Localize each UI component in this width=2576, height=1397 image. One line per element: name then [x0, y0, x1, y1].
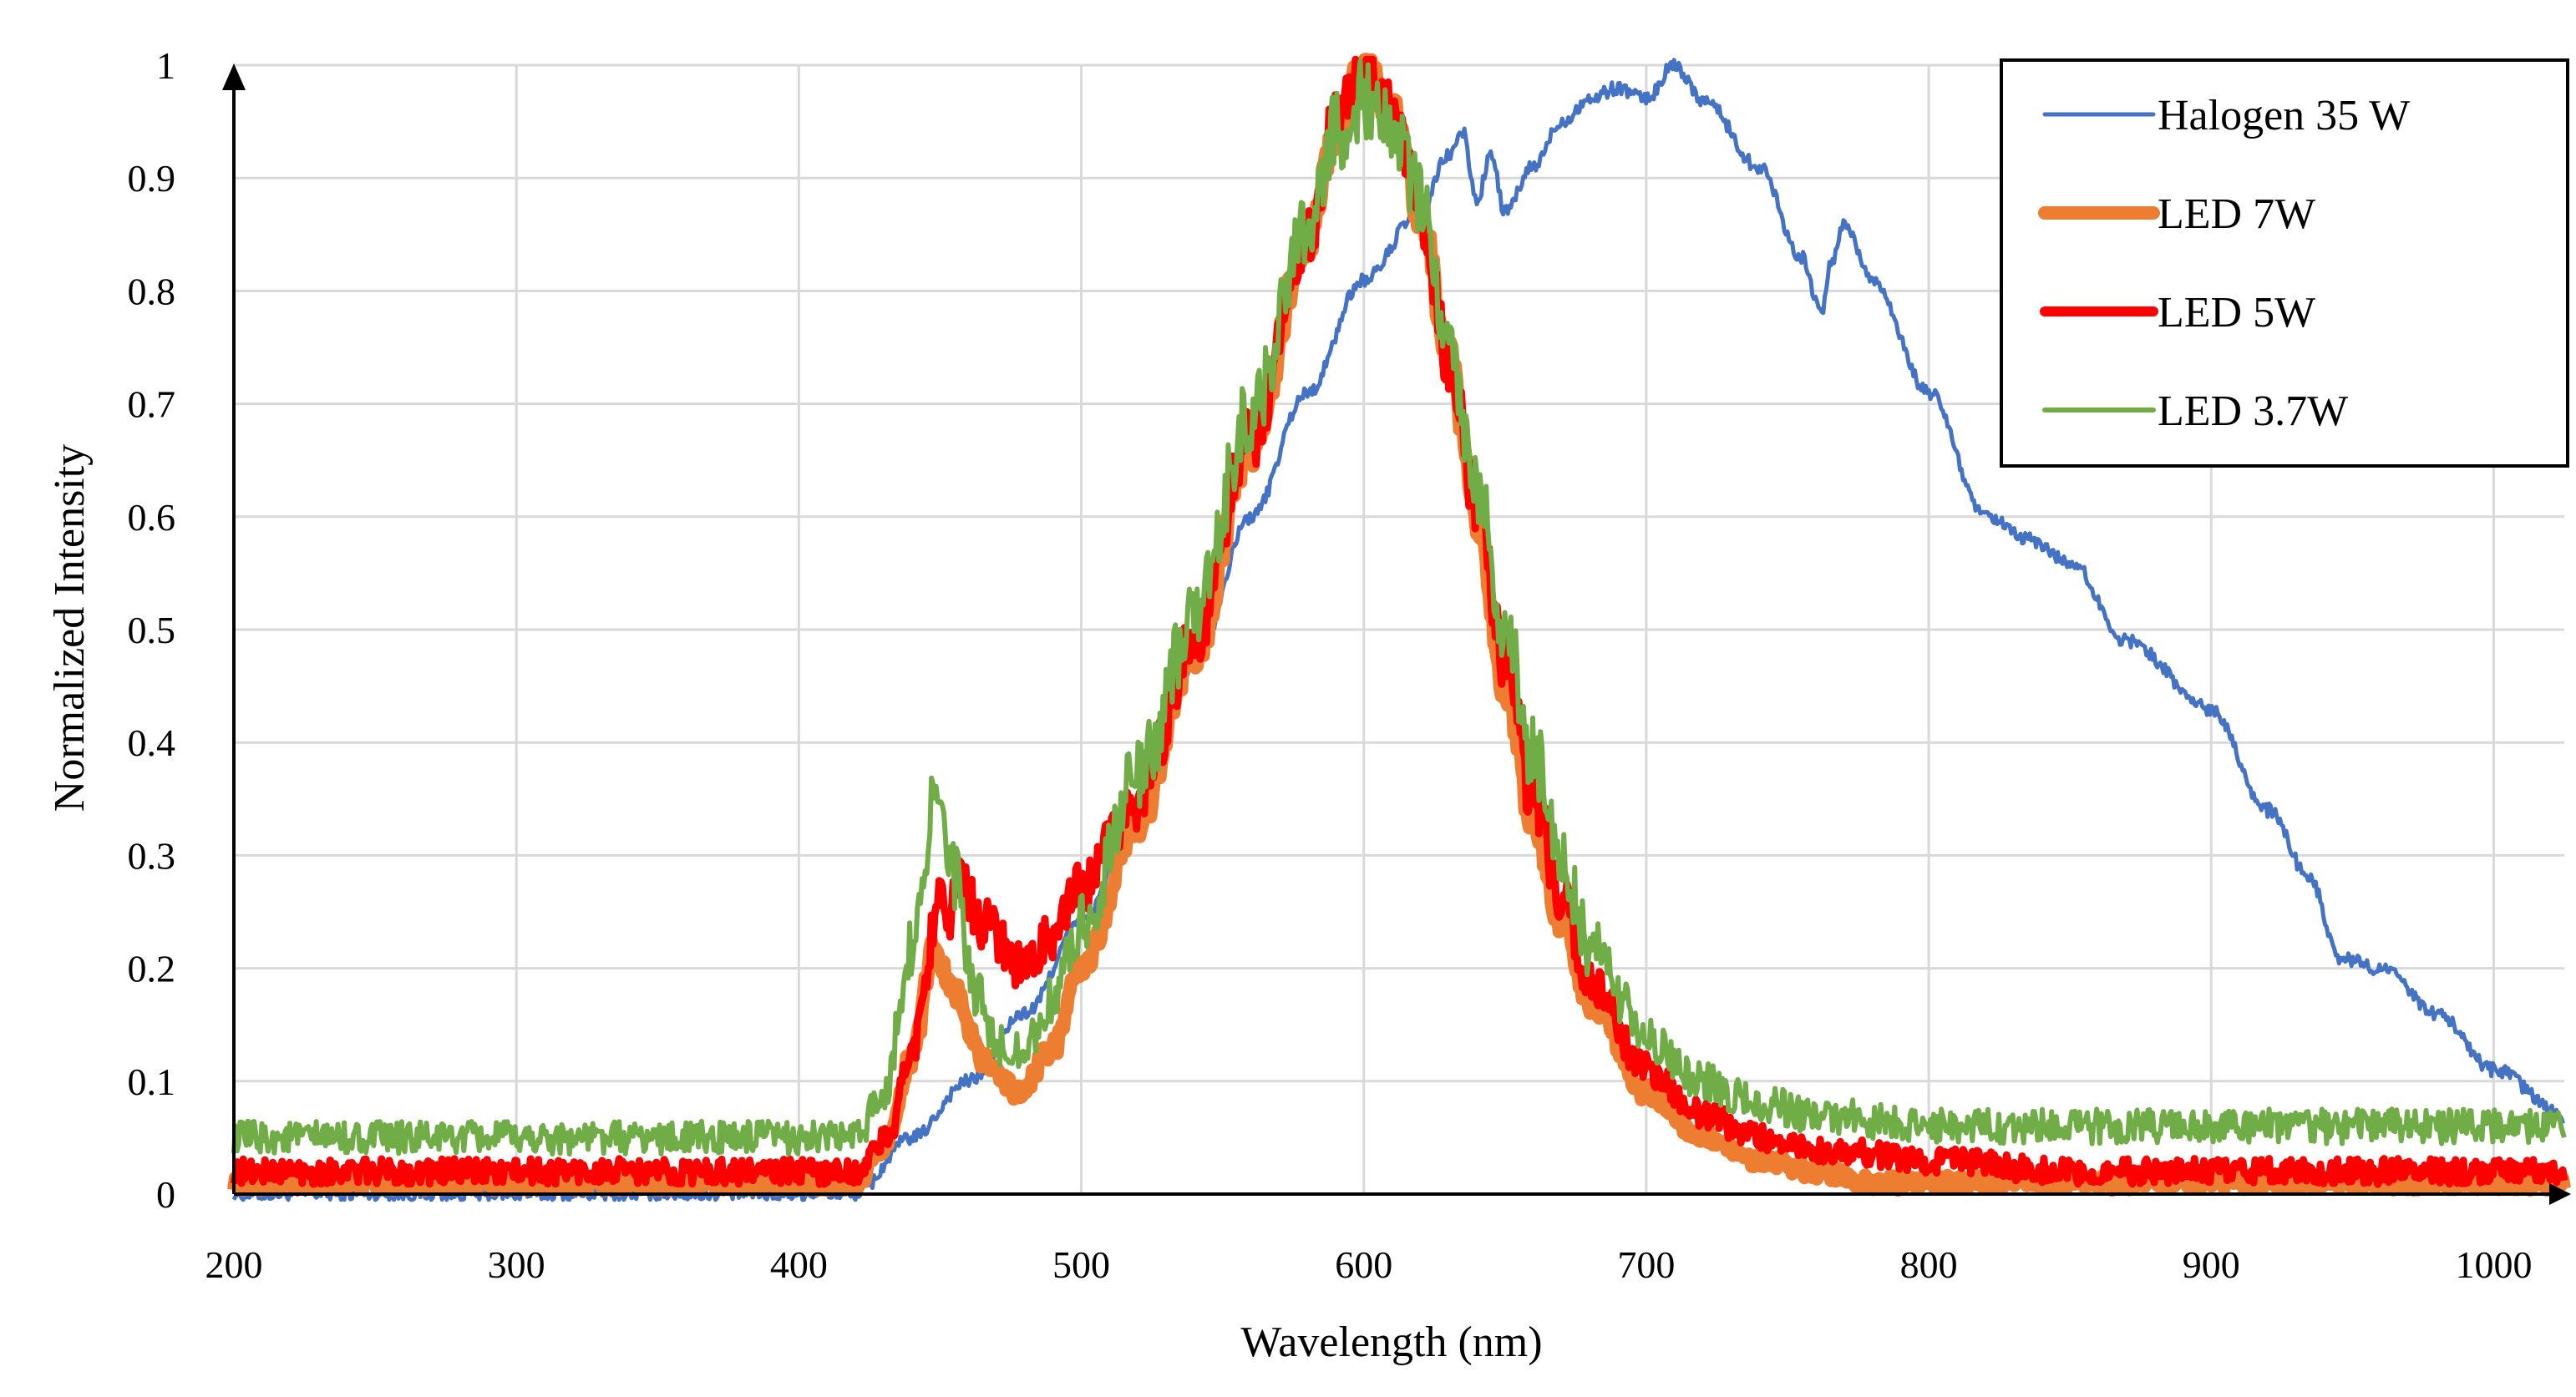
y-tick-label: 0.1	[128, 1060, 176, 1103]
legend-label: LED 3.7W	[2158, 387, 2348, 435]
y-tick-label: 0.4	[128, 721, 176, 764]
x-tick-label: 500	[1052, 1243, 1110, 1286]
y-tick-label: 1	[156, 44, 175, 87]
x-tick-label: 800	[1900, 1243, 1958, 1286]
x-tick-label: 600	[1335, 1243, 1392, 1286]
x-tick-label: 400	[770, 1243, 828, 1286]
x-tick-label: 900	[2183, 1243, 2240, 1286]
y-tick-label: 0.7	[128, 383, 176, 426]
y-axis-arrow	[222, 63, 246, 90]
axes	[222, 63, 2571, 1205]
x-axis-arrow	[2549, 1183, 2571, 1205]
y-tick-labels: 0 0.1 0.2 0.3 0.4 0.5 0.6 0.7 0.8 0.9 1	[128, 44, 176, 1216]
y-axis-title: Normalized Intensity	[46, 444, 94, 812]
y-tick-label: 0.5	[128, 609, 176, 651]
x-tick-label: 700	[1617, 1243, 1675, 1286]
x-axis-title: Wavelength (nm)	[1240, 1319, 1542, 1366]
legend-label: Halogen 35 W	[2158, 92, 2410, 139]
series-line-led-3-7w	[231, 58, 2567, 1157]
legend-box	[2000, 58, 2569, 468]
y-tick-label: 0.9	[128, 157, 176, 200]
x-tick-label: 300	[488, 1243, 545, 1286]
y-tick-label: 0.3	[128, 834, 176, 877]
legend: Halogen 35 W LED 7W LED 5W LED 3.7W	[2000, 58, 2569, 468]
y-tick-label: 0.8	[128, 270, 176, 312]
y-tick-label: 0.2	[128, 948, 176, 990]
series-layer	[227, 53, 2571, 1202]
legend-label: LED 5W	[2158, 289, 2315, 337]
x-tick-label: 200	[205, 1243, 263, 1286]
y-tick-label: 0	[156, 1173, 175, 1216]
y-tick-label: 0.6	[128, 496, 176, 539]
grid	[234, 63, 2564, 1194]
legend-label: LED 7W	[2158, 190, 2315, 238]
x-tick-labels: 200 300 400 500 600 700 800 900 1000	[205, 1243, 2533, 1286]
x-tick-label: 1000	[2455, 1243, 2532, 1286]
legend-items: Halogen 35 W LED 7W LED 5W LED 3.7W	[2038, 92, 2410, 435]
